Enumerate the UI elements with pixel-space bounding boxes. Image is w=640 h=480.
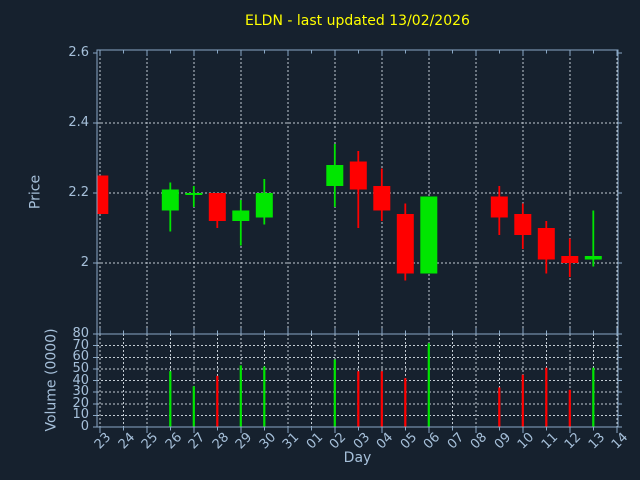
- price-tick-label: 2: [80, 255, 89, 270]
- volume-tick-label: 20: [72, 395, 89, 411]
- price-tick-label: 2.4: [68, 115, 89, 130]
- price-tick-label: 2.2: [68, 185, 89, 200]
- x-axis-label: Day: [343, 450, 372, 466]
- volume-tick-label: 60: [72, 349, 89, 365]
- chart-title: ELDN - last updated 13/02/2026: [245, 13, 470, 29]
- volume-tick-label: 10: [72, 407, 89, 423]
- volume-tick-label: 70: [72, 337, 89, 353]
- price-axis-label: Price: [27, 174, 44, 210]
- axis-ticks: [93, 50, 622, 433]
- volume-tick-label: 80: [72, 326, 89, 341]
- volume-bars: [169, 343, 595, 427]
- candles: [97, 144, 602, 281]
- volume-tick-label: 50: [72, 360, 89, 376]
- volume-tick-label: 0: [80, 419, 89, 434]
- price-tick-label: 2.6: [68, 45, 89, 60]
- volume-tick-label: 30: [72, 384, 89, 400]
- volume-tick-label: 40: [72, 372, 89, 388]
- volume-axis-label: Volume (0000): [43, 328, 60, 432]
